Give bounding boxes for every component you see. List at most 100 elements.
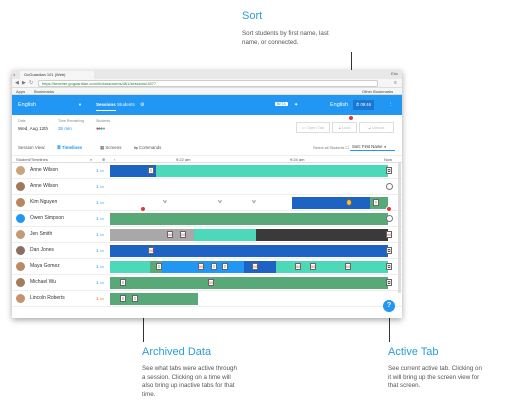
nav-sessions[interactable]: Sessions (96, 100, 116, 111)
wikipedia-icon[interactable]: W (251, 199, 257, 206)
session-timer[interactable]: ⏱ 09:46 (353, 100, 374, 110)
site-favicon[interactable]: ≡ (211, 263, 217, 270)
student-row[interactable]: Lincoln Roberts 1 ▭ ≡ ≡ (12, 291, 402, 307)
timeline-segment[interactable] (110, 229, 194, 241)
timeline-segment[interactable] (276, 261, 388, 273)
site-favicon[interactable]: ≡ (148, 167, 154, 174)
offline-icon[interactable] (386, 183, 393, 190)
url-field[interactable]: https://teacher.goguardian.com/#/classro… (38, 80, 378, 87)
other-bookmarks[interactable]: Other Bookmarks (362, 89, 394, 94)
student-name[interactable]: Lincoln Roberts (30, 295, 65, 301)
student-name[interactable]: Jen Smith (30, 231, 53, 237)
timeline-segment[interactable] (110, 245, 388, 257)
timeline-segment[interactable] (110, 165, 156, 177)
student-row[interactable]: Kim Nguyen 1 ▭ W W W ≡ (12, 195, 402, 211)
timeline-segment[interactable] (194, 229, 256, 241)
student-row[interactable]: Michael Wu 1 ▭ ≡ M ⧉ (12, 275, 402, 291)
lightbulb-icon[interactable]: ✦ (294, 102, 299, 108)
student-row[interactable]: Maya Gomez 1 ▭ ≡ M ≡ ≡ M M M M ⧉ (12, 259, 402, 275)
timeline-segment[interactable] (110, 261, 150, 273)
gmail-icon[interactable]: M (148, 247, 154, 254)
tab-count[interactable]: 1 ▭ (96, 179, 104, 194)
zoom-icon[interactable]: ⊕ (102, 157, 106, 162)
chrome-icon[interactable] (346, 199, 352, 206)
open-tab-button[interactable]: ▭ Open Tab (296, 122, 330, 133)
timeline-segment[interactable] (110, 213, 388, 225)
gmail-icon[interactable]: M (167, 231, 173, 238)
student-row[interactable]: Anne Wilson 1 ▭ (12, 179, 402, 195)
tab-count[interactable]: 1 ▭ (96, 275, 104, 290)
site-favicon[interactable]: ≡ (222, 263, 228, 270)
timeline-segment[interactable] (110, 277, 388, 289)
tab-count[interactable]: 1 ▭ (96, 243, 104, 258)
timeline-segment[interactable] (292, 197, 370, 209)
gmail-icon[interactable]: M (310, 263, 316, 270)
gmail-icon[interactable]: M (208, 279, 214, 286)
student-name[interactable]: Anne Wilson (30, 167, 59, 173)
student-name[interactable]: Owen Simpson (30, 215, 64, 221)
tab-count[interactable]: 1 ▭ (96, 259, 104, 274)
tab-count[interactable]: 1 ▭ (96, 195, 104, 210)
student-row[interactable]: Anne Wilson 1 ▭ ≡ ⧉ (12, 163, 402, 179)
tab-count[interactable]: 1 ▭ (96, 291, 104, 306)
tab-screens[interactable]: ▦ Screens (100, 145, 121, 151)
student-name[interactable]: Michael Wu (30, 279, 57, 285)
tab-timelines[interactable]: ≣ Timelines (57, 145, 82, 151)
wikipedia-icon[interactable]: W (162, 199, 168, 206)
student-row[interactable]: Dan Jones 1 ▭ M ⧉ (12, 243, 402, 259)
tab-count[interactable]: 1 ▭ (96, 211, 104, 226)
gmail-icon[interactable]: M (252, 263, 258, 270)
gear-icon[interactable]: ⚙ (140, 102, 145, 108)
timeline-segment[interactable] (256, 229, 388, 241)
gmail-icon[interactable]: M (295, 263, 301, 270)
tab-count[interactable]: 1 ▭ (96, 163, 104, 178)
sort-dropdown[interactable]: Sort: First Name ▼ (350, 142, 395, 151)
wikipedia-icon[interactable]: W (217, 199, 223, 206)
site-favicon[interactable]: ⧉ (386, 263, 392, 270)
timeline-scrollbar[interactable] (398, 163, 401, 293)
gmail-icon[interactable]: M (198, 263, 204, 270)
timeline-left-arrow-icon[interactable]: ‹ (114, 157, 116, 162)
student-name[interactable]: Kim Nguyen (30, 199, 58, 205)
site-favicon[interactable]: ≡ (120, 279, 126, 286)
apps-bookmark[interactable]: Apps (16, 89, 26, 94)
chevron-down-icon[interactable]: ▼ (78, 102, 82, 107)
checkbox-icon[interactable]: ☐ (345, 146, 349, 150)
browser-user[interactable]: Eric (391, 71, 398, 76)
bookmarks-folder[interactable]: Bookmarks (34, 89, 55, 94)
class-selector[interactable]: English (18, 102, 37, 108)
active-tab-icon[interactable] (386, 215, 393, 222)
student-name[interactable]: Dan Jones (30, 247, 54, 253)
active-tab-icon[interactable]: ⧉ (386, 167, 392, 174)
forward-icon[interactable]: ▶ (22, 80, 26, 86)
timeline-segment[interactable] (244, 261, 276, 273)
site-favicon[interactable]: ⧉ (386, 247, 392, 254)
gmail-icon[interactable]: M (345, 263, 351, 270)
reload-icon[interactable]: ↻ (29, 80, 34, 86)
browser-menu-icon[interactable]: ≡ (394, 80, 397, 86)
more-vert-icon[interactable]: ⋮ (388, 102, 394, 108)
student-name[interactable]: Maya Gomez (30, 263, 60, 269)
select-all-students[interactable]: Select all Students ☐ (313, 145, 349, 150)
class-name-right[interactable]: English (330, 102, 349, 108)
browser-tab[interactable]: GoGuardian 101 (Web) (20, 71, 94, 79)
gmail-icon[interactable]: M (180, 231, 186, 238)
help-icon[interactable]: ? (383, 300, 395, 312)
back-icon[interactable]: ◀ (15, 80, 19, 86)
lock-button[interactable]: 🔒︎ Lock (332, 122, 357, 133)
gmail-icon[interactable]: M (386, 231, 392, 238)
site-favicon[interactable]: ≡ (373, 199, 379, 206)
site-favicon[interactable]: ≡ (132, 295, 138, 302)
tab-commands[interactable]: ⇆ Commands (134, 145, 161, 151)
student-row[interactable]: Jen Smith 1 ▭ M M M (12, 227, 402, 243)
nav-students[interactable]: Students (117, 102, 135, 107)
student-row[interactable]: Owen Simpson 1 ▭ (12, 211, 402, 227)
site-favicon[interactable]: ≡ (120, 295, 126, 302)
unlock-button[interactable]: 🔓︎ Unlock (359, 122, 394, 133)
site-favicon[interactable]: ≡ (156, 263, 162, 270)
search-icon[interactable]: ⌕ (90, 157, 93, 162)
tab-count[interactable]: 1 ▭ (96, 227, 104, 242)
student-name[interactable]: Anne Wilson (30, 183, 59, 189)
site-favicon[interactable]: ⧉ (386, 279, 392, 286)
timeline-segment[interactable] (156, 165, 388, 177)
